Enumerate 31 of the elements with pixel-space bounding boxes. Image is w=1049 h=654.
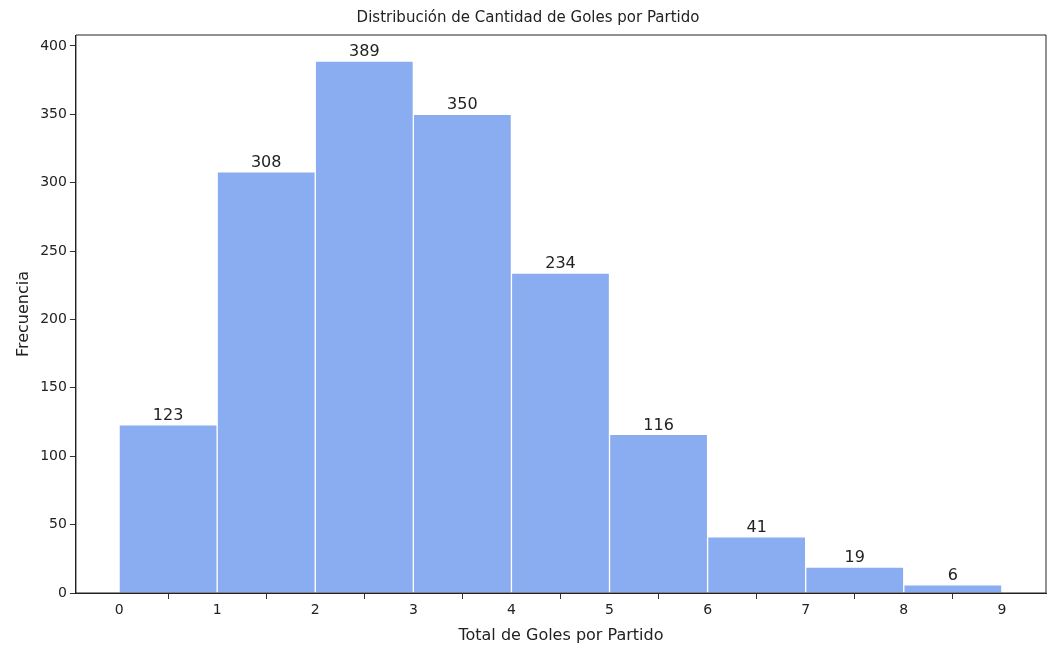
data-label: 19 — [844, 547, 865, 567]
x-tick-label: 1 — [212, 601, 222, 618]
x-tick-label: 9 — [997, 601, 1007, 618]
chart-title: Distribución de Cantidad de Goles por Partido — [356, 7, 700, 26]
y-tick-label: 0 — [58, 583, 67, 600]
x-tick-label: 3 — [408, 601, 418, 618]
y-tick-label: 400 — [40, 36, 67, 53]
y-axis-title: Frecuencia — [12, 270, 32, 358]
x-tick-label: 0 — [114, 601, 124, 618]
data-label: 389 — [349, 41, 380, 61]
x-tick-label: 4 — [506, 601, 516, 618]
data-label: 350 — [447, 94, 478, 114]
y-tick-label: 300 — [40, 173, 67, 190]
x-tick-label: 5 — [605, 601, 614, 618]
y-tick-label: 350 — [40, 104, 67, 121]
data-label: 116 — [643, 414, 674, 434]
y-tick-label: 200 — [40, 310, 67, 327]
x-tick-label: 2 — [310, 601, 320, 618]
y-tick-label: 250 — [40, 241, 67, 258]
x-tick-label: 8 — [899, 601, 909, 618]
data-label: 234 — [545, 253, 576, 273]
data-label: 308 — [250, 151, 282, 171]
data-label: 6 — [947, 564, 958, 584]
y-tick-label: 150 — [40, 378, 67, 395]
x-tick-label: 6 — [703, 601, 713, 618]
y-tick-label: 100 — [40, 446, 67, 463]
x-axis-title: Total de Goles por Partido — [457, 624, 664, 644]
data-label: 41 — [746, 517, 767, 537]
x-tick-label: 7 — [801, 601, 811, 618]
y-tick-label: 50 — [49, 515, 67, 532]
data-label: 123 — [152, 404, 184, 424]
